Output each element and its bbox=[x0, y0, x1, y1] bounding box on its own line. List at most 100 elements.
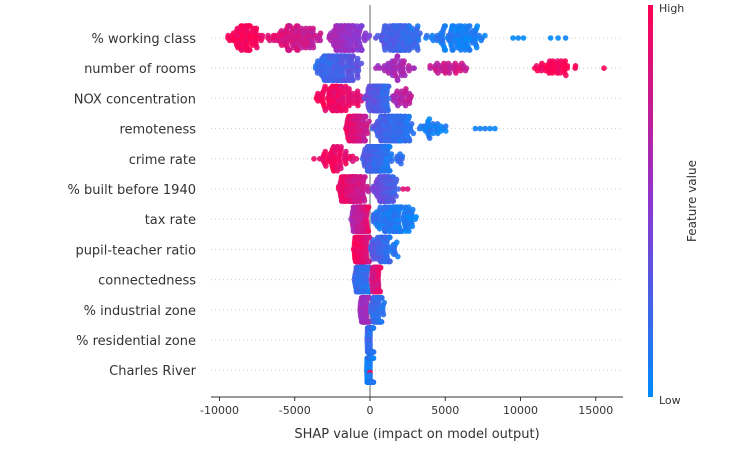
shap-point bbox=[310, 25, 316, 32]
shap-point bbox=[346, 86, 352, 92]
shap-point bbox=[450, 47, 456, 53]
shap-point bbox=[364, 183, 371, 190]
shap-point bbox=[472, 125, 479, 132]
shap-point bbox=[394, 77, 401, 83]
shap-point bbox=[343, 148, 349, 155]
shap-point bbox=[370, 349, 377, 355]
shap-point bbox=[365, 204, 372, 210]
shap-point bbox=[381, 299, 388, 306]
feature-label: remoteness bbox=[119, 123, 196, 138]
shap-point bbox=[343, 107, 349, 114]
shap-point bbox=[487, 125, 493, 132]
shap-point bbox=[359, 47, 365, 53]
shap-point bbox=[387, 258, 393, 265]
shap-point bbox=[310, 44, 317, 51]
shap-point bbox=[408, 93, 415, 99]
shap-point bbox=[323, 163, 329, 169]
shap-point bbox=[322, 148, 329, 155]
shap-point bbox=[429, 32, 436, 39]
feature-label: connectedness bbox=[98, 274, 196, 289]
shap-point bbox=[387, 144, 393, 150]
shap-point bbox=[380, 311, 387, 318]
shap-point bbox=[415, 23, 421, 29]
shap-point bbox=[350, 53, 357, 59]
shap-point bbox=[355, 75, 361, 81]
shap-point bbox=[492, 125, 498, 132]
shap-point bbox=[415, 37, 422, 44]
shap-point bbox=[395, 186, 402, 192]
shap-point bbox=[379, 295, 385, 301]
shap-point bbox=[366, 118, 372, 125]
shap-point bbox=[446, 70, 453, 76]
shap-point bbox=[387, 234, 393, 241]
shap-point bbox=[601, 65, 607, 71]
shap-point bbox=[555, 35, 561, 41]
colorbar-title: Feature value bbox=[685, 160, 699, 242]
shap-point bbox=[385, 107, 392, 114]
shap-point bbox=[361, 198, 368, 204]
shap-point bbox=[406, 228, 412, 234]
shap-point bbox=[378, 319, 385, 325]
shap-point bbox=[377, 264, 384, 271]
shap-point bbox=[572, 63, 579, 69]
shap-point bbox=[394, 239, 400, 245]
shap-point bbox=[254, 44, 260, 51]
shap-point bbox=[362, 113, 369, 120]
shap-point bbox=[442, 23, 449, 29]
shap-point bbox=[409, 223, 416, 230]
x-tick-label: 0 bbox=[367, 404, 374, 417]
shap-point bbox=[387, 168, 393, 174]
shap-point bbox=[343, 160, 349, 167]
feature-label: crime rate bbox=[129, 153, 196, 168]
shap-point bbox=[473, 44, 480, 51]
shap-point bbox=[350, 77, 356, 83]
feature-label: pupil-teacher ratio bbox=[75, 243, 196, 258]
shap-point bbox=[406, 100, 413, 106]
shap-point bbox=[547, 35, 554, 41]
shap-point bbox=[355, 55, 361, 62]
shap-point bbox=[564, 63, 571, 69]
shap-point bbox=[400, 186, 406, 192]
shap-point bbox=[442, 123, 449, 129]
shap-point bbox=[410, 206, 416, 213]
shap-point bbox=[370, 379, 377, 386]
shap-point bbox=[317, 30, 324, 36]
shap-point bbox=[286, 47, 293, 53]
shap-point bbox=[443, 128, 449, 134]
shap-point bbox=[413, 214, 419, 220]
shap-point bbox=[466, 23, 473, 29]
shap-point bbox=[354, 88, 361, 94]
shap-point bbox=[482, 32, 488, 39]
feature-label: tax rate bbox=[145, 213, 196, 228]
shap-point bbox=[563, 72, 569, 79]
shap-point bbox=[247, 47, 253, 53]
shap-point bbox=[317, 37, 324, 44]
shap-point bbox=[520, 35, 527, 41]
shap-point bbox=[364, 130, 371, 137]
shap-point bbox=[362, 174, 368, 180]
shap-point bbox=[358, 60, 365, 67]
shap-point bbox=[427, 63, 434, 69]
shap-point bbox=[403, 86, 409, 92]
shap-point bbox=[458, 47, 464, 53]
shap-point bbox=[390, 198, 397, 204]
shap-point bbox=[562, 58, 568, 64]
shap-point bbox=[322, 83, 328, 90]
shap-point bbox=[362, 137, 369, 144]
shap-point bbox=[453, 70, 459, 76]
shap-point bbox=[359, 23, 365, 29]
shap-point bbox=[365, 228, 372, 234]
shap-point bbox=[265, 32, 271, 39]
shap-point bbox=[562, 35, 569, 41]
shap-point bbox=[259, 32, 266, 39]
shap-point bbox=[463, 65, 470, 71]
shap-point bbox=[406, 137, 413, 144]
shap-point bbox=[398, 160, 404, 167]
shap-point bbox=[426, 116, 433, 122]
feature-label: % residential zone bbox=[76, 334, 196, 349]
x-tick-label: -5000 bbox=[279, 404, 311, 417]
shap-point bbox=[424, 32, 430, 39]
shap-point bbox=[377, 288, 384, 295]
shap-point bbox=[370, 325, 377, 331]
